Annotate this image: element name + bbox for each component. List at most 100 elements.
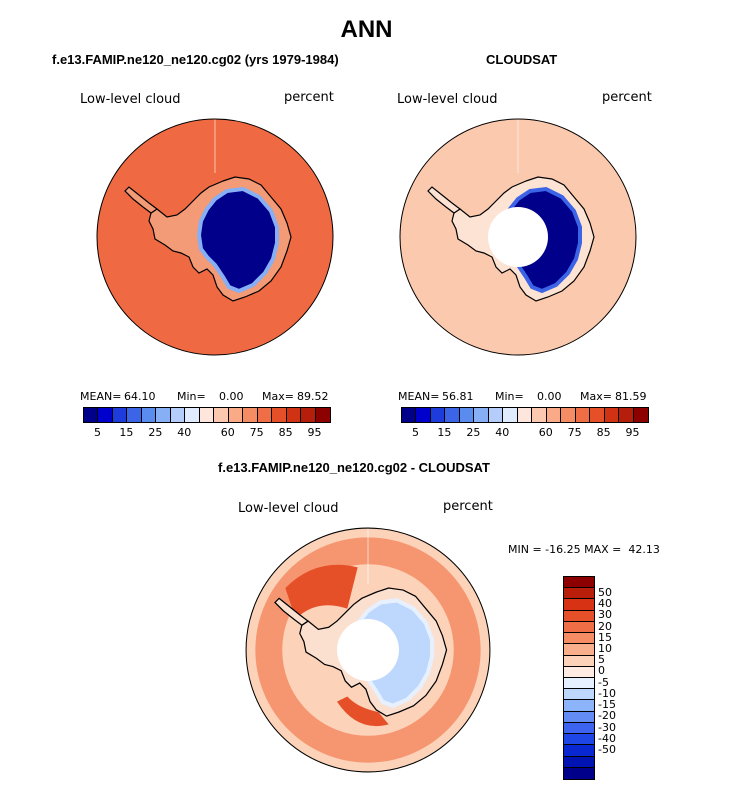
colorbar-tick-label: 60 [220, 426, 235, 439]
colorbar-swatch [214, 408, 229, 422]
panel-1-colorbar [83, 407, 331, 423]
colorbar-swatch [633, 408, 648, 422]
panel-2-title: CLOUDSAT [486, 52, 558, 67]
colorbar-tick-label: 85 [596, 426, 611, 439]
colorbar-swatch [228, 408, 244, 422]
colorbar-swatch [402, 408, 417, 422]
colorbar-swatch [257, 408, 273, 422]
hot-region [285, 564, 358, 619]
panel-2-min-value: 0.00 [537, 390, 562, 403]
colorbar-tick-label: 95 [625, 426, 640, 439]
map-border [399, 118, 637, 356]
colorbar-tick-label: 15 [119, 426, 134, 439]
colorbar-tick-label: 15 [598, 630, 612, 644]
panel-1-units-label: percent [284, 90, 334, 105]
colorbar-swatch [564, 689, 594, 701]
map-border [245, 527, 491, 773]
colorbar-swatch [564, 745, 594, 757]
panel-1-max-label: Max= [262, 390, 294, 403]
colorbar-swatch [564, 767, 594, 779]
colorbar-swatch [564, 700, 594, 712]
colorbar-tick-label: 15 [437, 426, 452, 439]
colorbar-tick-label: 20 [598, 619, 612, 633]
panel-1-mean-label: MEAN= [80, 390, 122, 403]
coastline [148, 176, 292, 302]
colorbar-tick-label: 40 [177, 426, 192, 439]
panel-1-max-value: 89.52 [297, 390, 329, 403]
colorbar-tick-label: 5 [598, 653, 605, 667]
colorbar-swatch [445, 408, 460, 422]
colorbar-tick-label: 75 [567, 426, 582, 439]
colorbar-swatch [561, 408, 576, 422]
panel-1-polar-map [96, 118, 334, 356]
colorbar-swatch [488, 408, 504, 422]
colorbar-swatch [564, 756, 594, 768]
panel-2-polar-map [399, 118, 637, 356]
panel-2-mean-label: MEAN= [398, 390, 440, 403]
colorbar-tick-label: -40 [598, 731, 616, 745]
colorbar-swatch [564, 655, 594, 667]
colorbar-tick-label: -10 [598, 686, 616, 700]
coastline [299, 587, 448, 717]
colorbar-swatch [112, 408, 128, 422]
colorbar-swatch [564, 677, 594, 690]
colorbar-swatch [286, 408, 302, 422]
colorbar-swatch [564, 577, 594, 589]
colorbar-swatch [170, 408, 186, 422]
peninsula-coastline [427, 186, 462, 214]
colorbar-tick-label: 5 [411, 426, 419, 439]
diff-panel-title: f.e13.FAMIP.ne120_ne120.cg02 - CLOUDSAT [218, 460, 490, 475]
colorbar-tick-label: -50 [598, 742, 616, 756]
panel-1-title: f.e13.FAMIP.ne120_ne120.cg02 (yrs 1979-1… [52, 52, 339, 67]
colorbar-swatch [590, 408, 605, 422]
panel-2-max-value: 81.59 [615, 390, 647, 403]
colorbar-swatch [604, 408, 620, 422]
colorbar-swatch [517, 408, 533, 422]
coastline [451, 176, 595, 302]
colorbar-tick-label: 75 [249, 426, 264, 439]
colorbar-swatch [564, 621, 594, 634]
panel-2-mean-value: 56.81 [442, 390, 474, 403]
colorbar-swatch [98, 408, 113, 422]
panel-1-min-value: 0.00 [219, 390, 244, 403]
colorbar-tick-label: 25 [148, 426, 163, 439]
peninsula-coastline [124, 186, 159, 214]
colorbar-swatch [430, 408, 446, 422]
pole-hole [337, 619, 399, 681]
colorbar-swatch [564, 610, 594, 622]
colorbar-tick-label: 40 [495, 426, 510, 439]
panel-2-variable-label: Low-level cloud [397, 92, 498, 107]
colorbar-swatch [272, 408, 287, 422]
colorbar-tick-label: 30 [598, 608, 612, 622]
colorbar-swatch [575, 408, 591, 422]
colorbar-swatch [199, 408, 215, 422]
colorbar-swatch [474, 408, 489, 422]
colorbar-swatch [185, 408, 200, 422]
colorbar-swatch [459, 408, 475, 422]
diff-panel-colorbar [563, 576, 595, 780]
colorbar-swatch [564, 722, 594, 735]
colorbar-tick-label: 40 [598, 597, 612, 611]
map-border [96, 118, 334, 356]
panel-1-variable-label: Low-level cloud [80, 92, 181, 107]
colorbar-swatch [532, 408, 547, 422]
colorbar-swatch [564, 599, 594, 611]
colorbar-swatch [156, 408, 171, 422]
colorbar-tick-label: -20 [598, 709, 616, 723]
colorbar-swatch [141, 408, 157, 422]
hot-region [337, 696, 389, 727]
diff-panel-variable-label: Low-level cloud [238, 501, 339, 516]
figure-title: ANN [340, 16, 393, 43]
colorbar-swatch [127, 408, 142, 422]
panel-1-mean-value: 64.10 [124, 390, 156, 403]
pole-hole [488, 207, 548, 267]
continent-interior-field [196, 186, 279, 294]
colorbar-tick-label: 0 [598, 664, 605, 678]
diff-panel-units-label: percent [443, 499, 493, 514]
colorbar-swatch [243, 408, 258, 422]
colorbar-tick-label: -15 [598, 698, 616, 712]
colorbar-swatch [564, 644, 594, 656]
panel-2-max-label: Max= [580, 390, 612, 403]
colorbar-tick-label: 95 [307, 426, 322, 439]
colorbar-tick-label: 10 [598, 641, 612, 655]
